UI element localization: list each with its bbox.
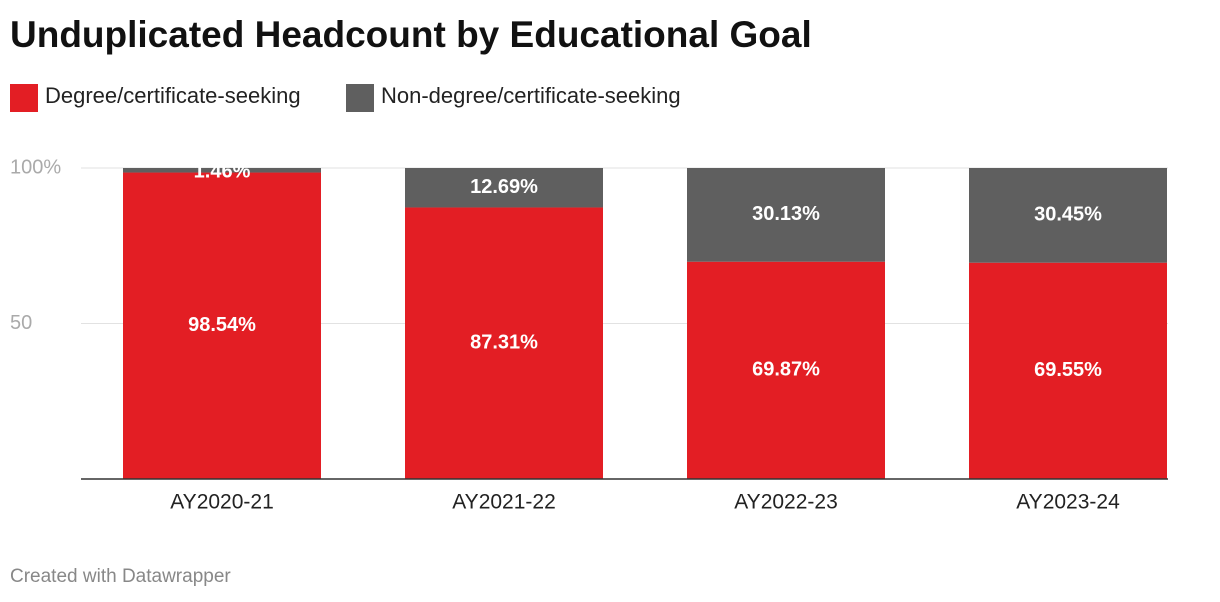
x-tick-label: AY2021-22 (452, 491, 556, 514)
value-label: 12.69% (470, 176, 538, 198)
bar-segment (969, 168, 1167, 263)
value-label: 30.45% (1034, 204, 1102, 226)
legend-swatch (346, 84, 374, 112)
value-label: 1.46% (194, 160, 251, 182)
value-label: 69.87% (752, 359, 820, 381)
chart-title: Unduplicated Headcount by Educational Go… (10, 14, 812, 55)
legend-label: Non-degree/certificate-seeking (381, 83, 681, 108)
value-label: 30.13% (752, 203, 820, 225)
legend-swatch (10, 84, 38, 112)
bar-segment (123, 172, 321, 480)
y-tick-label: 50 (10, 312, 32, 334)
value-label: 69.55% (1034, 359, 1102, 381)
value-label: 98.54% (188, 314, 256, 336)
bar-segment (687, 168, 885, 262)
bar-segment (969, 262, 1167, 479)
x-tick-label: AY2020-21 (170, 491, 274, 514)
bar-segment (405, 168, 603, 208)
value-label: 87.31% (470, 332, 538, 354)
x-tick-label: AY2022-23 (734, 491, 838, 514)
legend-label: Degree/certificate-seeking (45, 83, 301, 108)
bar-segment (123, 168, 321, 173)
bar-segment (405, 207, 603, 480)
credit: Created with Datawrapper (10, 566, 231, 587)
y-tick-label: 100% (10, 156, 61, 178)
x-tick-label: AY2023-24 (1016, 491, 1120, 514)
bar-segment (687, 261, 885, 479)
